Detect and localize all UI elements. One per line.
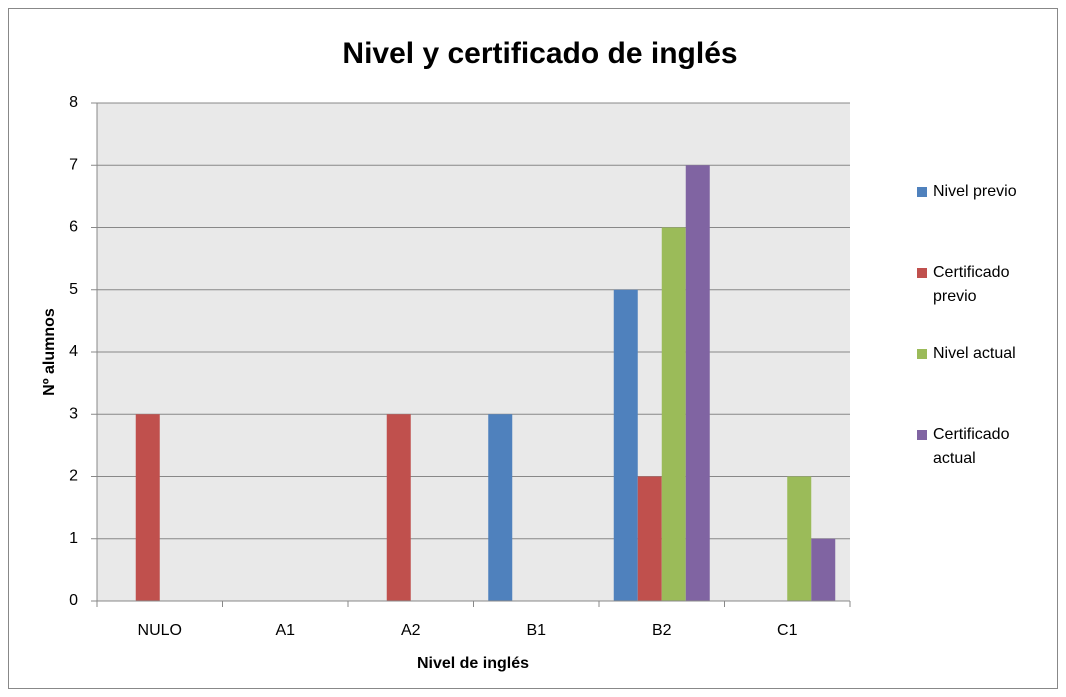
- legend-label: Nivel actual: [933, 345, 1016, 362]
- x-tick-label: NULO: [138, 622, 182, 639]
- bar: [637, 476, 662, 601]
- legend-label: Nivel previo: [933, 183, 1017, 200]
- legend-swatch: [917, 187, 927, 197]
- x-axis-label: Nivel de inglés: [417, 655, 529, 672]
- legend-label: Certificado previo: [933, 264, 1010, 305]
- bar: [685, 165, 710, 601]
- legend-item: Certificado actual: [917, 423, 1047, 471]
- legend-swatch: [917, 268, 927, 278]
- x-tick-label: B1: [526, 622, 546, 639]
- bar: [613, 289, 638, 601]
- y-tick-label: 6: [69, 219, 78, 236]
- y-tick-label: 8: [69, 94, 78, 111]
- legend-item: Certificado previo: [917, 261, 1047, 309]
- bar: [811, 538, 836, 601]
- y-tick-label: 0: [69, 592, 78, 609]
- legend-item: Nivel actual: [917, 342, 1047, 366]
- legend-swatch: [917, 430, 927, 440]
- bar: [386, 414, 411, 601]
- x-tick-label: C1: [777, 622, 798, 639]
- y-tick-label: 5: [69, 281, 78, 298]
- x-tick-label: A2: [401, 622, 421, 639]
- legend-label: Certificado actual: [933, 426, 1010, 467]
- y-tick-label: 4: [69, 343, 78, 360]
- y-tick-label: 3: [69, 405, 78, 422]
- y-tick-label: 1: [69, 530, 78, 547]
- legend-item: Nivel previo: [917, 180, 1047, 204]
- bar: [661, 227, 686, 601]
- bar: [135, 414, 160, 601]
- legend-swatch: [917, 349, 927, 359]
- x-tick-label: A1: [275, 622, 295, 639]
- chart-title: Nivel y certificado de inglés: [342, 37, 737, 70]
- bar: [488, 414, 513, 601]
- y-tick-label: 7: [69, 156, 78, 173]
- x-tick-label: B2: [652, 622, 672, 639]
- y-axis-label: Nº alumnos: [41, 308, 58, 396]
- bar: [787, 476, 812, 601]
- y-tick-label: 2: [69, 468, 78, 485]
